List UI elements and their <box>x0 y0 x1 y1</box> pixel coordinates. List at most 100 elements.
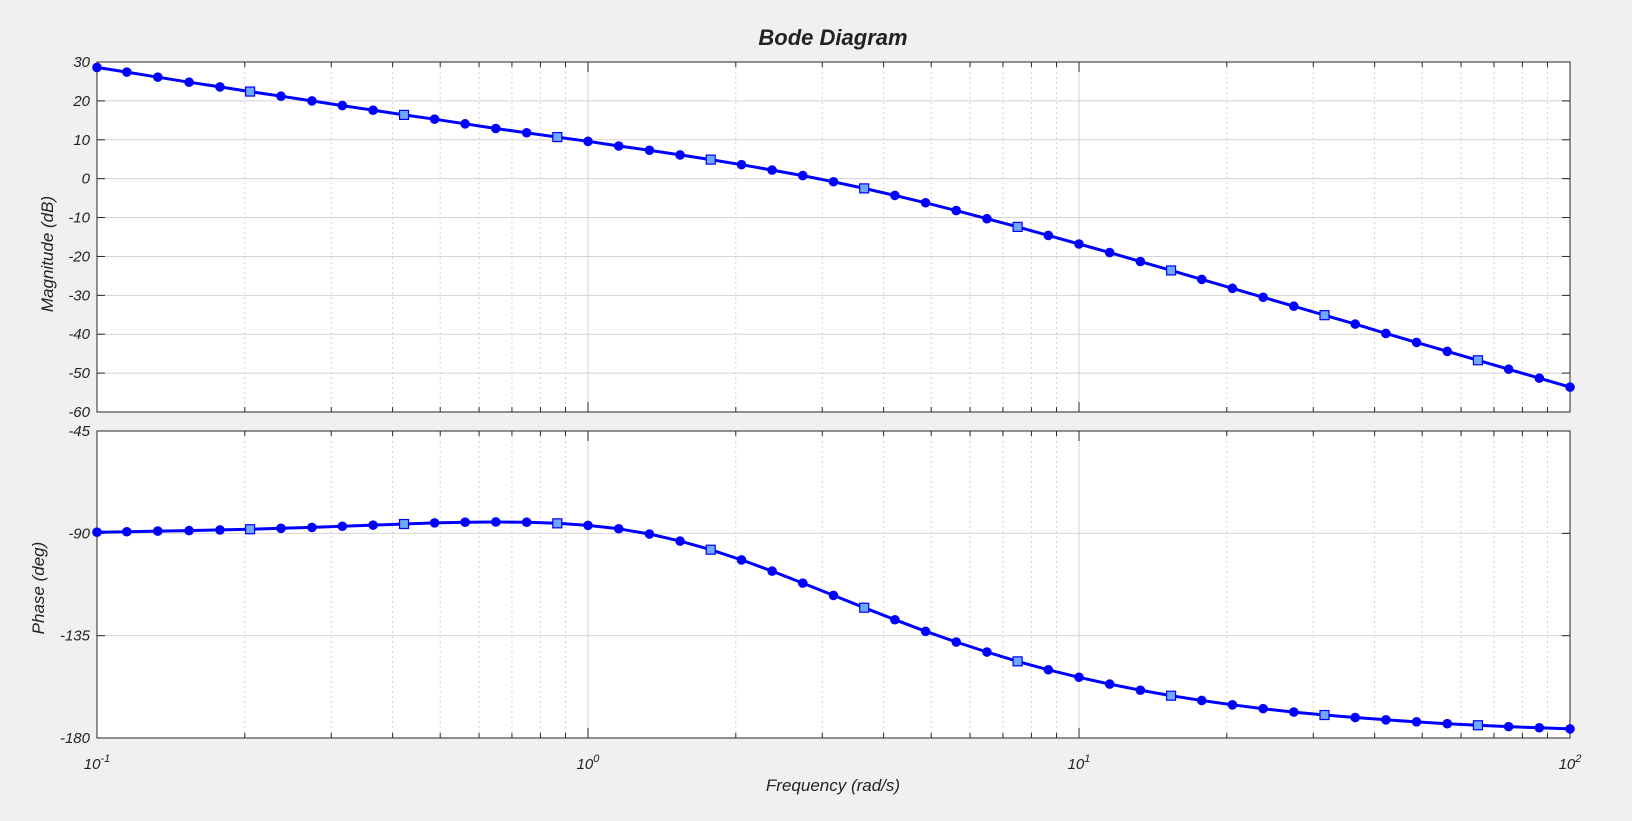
magnitude-data-point <box>1104 247 1115 258</box>
phase-data-point <box>491 517 501 527</box>
phase-data-point <box>859 602 870 613</box>
phase-data-point <box>1165 690 1177 701</box>
x-tick-labels: 10-1 100 101 102 <box>84 753 1582 773</box>
magnitude-data-point <box>153 72 163 82</box>
magnitude-data-point <box>1135 256 1146 267</box>
phase-data-point <box>1534 722 1545 733</box>
phase-data-point <box>982 647 992 657</box>
magnitude-data-point <box>644 145 655 156</box>
magnitude-data-point <box>368 105 378 116</box>
phase-data-point <box>828 590 839 601</box>
phase-y-tick-label: -45 <box>68 423 90 440</box>
magnitude-data-point <box>859 183 870 194</box>
magnitude-data-point <box>951 205 962 216</box>
phase-axes: -45 -90 -135 -180 <box>60 423 1575 747</box>
magnitude-y-tick-label: -20 <box>68 248 90 265</box>
magnitude-data-point <box>460 119 470 129</box>
phase-data-point <box>368 520 378 530</box>
magnitude-data-point <box>705 154 716 165</box>
magnitude-data-point <box>920 197 931 208</box>
phase-data-point <box>767 566 777 576</box>
magnitude-data-point <box>491 123 501 134</box>
phase-data-point <box>1074 672 1084 683</box>
magnitude-data-point <box>552 131 563 143</box>
magnitude-data-point <box>1472 355 1484 366</box>
phase-data-point <box>675 536 685 546</box>
phase-data-point <box>613 523 624 534</box>
magnitude-data-point <box>736 159 747 170</box>
phase-data-point <box>429 518 440 528</box>
magnitude-data-point <box>613 141 624 151</box>
magnitude-y-tick-label: 20 <box>72 93 90 110</box>
magnitude-y-tick-label: -40 <box>68 326 90 343</box>
x-tick-label: 100 <box>577 753 601 773</box>
phase-data-point <box>521 517 532 527</box>
magnitude-data-point <box>1442 346 1453 357</box>
magnitude-y-tick-label: 0 <box>82 171 91 188</box>
magnitude-data-point <box>122 67 132 77</box>
phase-data-point <box>92 527 102 537</box>
magnitude-data-point <box>1043 230 1054 241</box>
magnitude-data-point <box>1012 221 1023 232</box>
magnitude-y-tick-label: -10 <box>68 210 90 227</box>
phase-data-point <box>951 637 962 647</box>
magnitude-data-point <box>828 176 839 187</box>
magnitude-data-point <box>1411 337 1422 348</box>
magnitude-data-point <box>1319 310 1330 321</box>
phase-data-point <box>215 525 225 535</box>
magnitude-data-point <box>1289 301 1299 312</box>
chart-title: Bode Diagram <box>758 25 907 50</box>
magnitude-axes-box <box>96 61 1571 413</box>
magnitude-data-point <box>276 91 286 102</box>
magnitude-plot-area <box>97 62 1570 412</box>
x-tick-label: 101 <box>1068 753 1091 773</box>
phase-ylabel: Phase (deg) <box>29 542 48 635</box>
phase-data-point <box>736 555 747 565</box>
phase-data-point <box>276 523 286 534</box>
magnitude-data-point <box>429 114 440 124</box>
phase-y-tick-label: -90 <box>68 525 90 542</box>
magnitude-data-point <box>1196 274 1207 285</box>
magnitude-data-point <box>1565 382 1575 392</box>
phase-data-point <box>1258 703 1268 714</box>
magnitude-y-tick-label: -50 <box>68 365 90 382</box>
phase-data-point <box>1442 718 1453 729</box>
magnitude-data-point <box>583 136 593 147</box>
phase-data-point <box>797 578 808 588</box>
phase-data-point <box>460 517 470 527</box>
phase-data-point <box>1381 715 1391 725</box>
phase-data-point <box>1227 699 1238 710</box>
phase-data-point <box>1319 709 1330 721</box>
magnitude-ylabel: Magnitude (dB) <box>38 196 57 312</box>
phase-data-point <box>1289 707 1299 717</box>
magnitude-y-tick-label: -30 <box>68 287 90 304</box>
phase-data-point <box>244 524 256 535</box>
phase-data-point <box>920 626 931 637</box>
phase-data-point <box>1411 717 1422 727</box>
phase-data-point <box>583 520 593 531</box>
phase-data-point <box>1350 712 1360 723</box>
magnitude-data-point <box>1074 239 1084 249</box>
phase-data-point <box>184 525 194 536</box>
phase-data-point <box>1503 721 1514 732</box>
magnitude-y-tick-label: 10 <box>73 132 90 149</box>
phase-data-point <box>1565 724 1575 734</box>
phase-data-point <box>644 529 655 539</box>
phase-axes-box <box>96 430 1571 739</box>
magnitude-data-point <box>1165 265 1177 276</box>
magnitude-data-point <box>244 86 256 97</box>
phase-data-point <box>307 522 317 533</box>
phase-data-point <box>337 521 348 532</box>
x-tick-label: 10-1 <box>84 753 110 773</box>
phase-data-point <box>705 544 716 555</box>
magnitude-data-point <box>675 150 685 160</box>
phase-data-point <box>1043 664 1054 675</box>
x-axis-label: Frequency (rad/s) <box>766 776 900 795</box>
phase-data-point <box>1135 685 1146 696</box>
phase-data-point <box>890 614 900 625</box>
x-tick-label: 102 <box>1559 753 1582 773</box>
magnitude-data-point <box>215 82 225 92</box>
phase-data-point <box>1012 656 1023 667</box>
magnitude-y-tick-label: -60 <box>68 404 90 421</box>
magnitude-data-point <box>184 77 194 88</box>
